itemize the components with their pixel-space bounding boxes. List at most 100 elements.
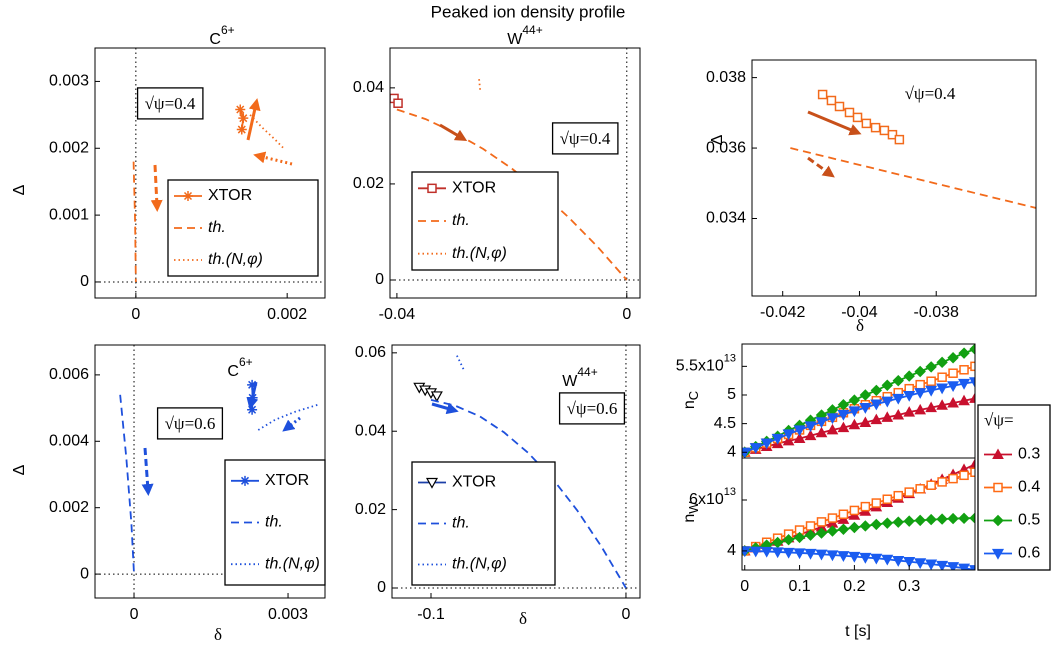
marker <box>958 512 970 525</box>
marker <box>936 399 948 410</box>
marker <box>879 125 890 136</box>
series-line <box>257 403 319 431</box>
y-tick-label: 0.034 <box>706 210 746 227</box>
label-base: n <box>681 514 698 523</box>
x-tick-label: -0.042 <box>760 304 805 321</box>
plot-frame <box>389 47 641 299</box>
y-tick-label: 0.001 <box>49 206 89 223</box>
marker <box>782 429 795 441</box>
legend: XTOR th. th.(N,φ) <box>411 171 559 271</box>
marker <box>937 477 947 487</box>
y-tick-label: 0.04 <box>353 79 384 96</box>
series-line <box>744 397 975 454</box>
x-tick-label: 0.2 <box>843 578 865 595</box>
marker <box>914 365 926 378</box>
annotation: √ψ=0.6 <box>567 399 618 418</box>
label-base: Δ <box>11 464 28 475</box>
marker <box>948 473 958 484</box>
marker <box>837 409 850 421</box>
panel-title: W44+ <box>507 23 542 48</box>
series-line <box>119 394 135 575</box>
marker <box>870 399 883 411</box>
marker <box>892 374 904 387</box>
x-axis-label: δ <box>856 316 864 335</box>
marker <box>826 423 839 435</box>
marker <box>959 365 969 375</box>
marker <box>947 562 960 570</box>
label-sub: C <box>686 391 701 400</box>
annotation-box <box>558 392 626 425</box>
marker <box>881 517 893 529</box>
x-tick-label: 0 <box>622 306 631 323</box>
y-axis-label: nC <box>681 391 701 409</box>
plot-frame <box>391 344 641 599</box>
marker <box>183 191 193 201</box>
marker <box>969 344 975 355</box>
marker <box>837 523 850 535</box>
x-tick-label: 0.1 <box>788 578 810 595</box>
marker <box>892 409 905 420</box>
marker <box>968 377 975 389</box>
y-axis-label: nW <box>681 501 701 523</box>
y-tick-label: 5 <box>727 386 736 403</box>
annotation-box <box>136 87 204 120</box>
marker <box>826 550 839 562</box>
marker <box>240 475 250 486</box>
marker <box>958 563 971 570</box>
marker <box>958 347 970 359</box>
marker <box>992 514 1004 527</box>
marker <box>849 505 860 516</box>
arrows <box>141 98 862 496</box>
marker <box>881 396 894 408</box>
y-tick-label: 0.036 <box>706 139 746 156</box>
arrow <box>246 381 259 410</box>
series-line <box>396 108 628 281</box>
y-tick-label: 4 <box>727 542 736 559</box>
marker <box>782 534 795 546</box>
marker <box>947 352 959 364</box>
marker <box>749 443 762 454</box>
annotation: √ψ=0.4 <box>560 129 611 148</box>
marker <box>837 399 850 411</box>
legend-label: XTOR <box>208 187 252 204</box>
marker <box>804 529 817 541</box>
y-axis-label: Δ <box>11 184 28 195</box>
marker <box>826 525 839 537</box>
marker <box>915 484 925 494</box>
marker <box>881 411 894 422</box>
y-tick-label: 0 <box>80 273 89 290</box>
marker <box>881 379 893 391</box>
marker <box>247 379 258 390</box>
marker <box>848 406 861 418</box>
marker <box>235 104 246 115</box>
arrow <box>141 447 154 496</box>
marker <box>904 487 914 497</box>
title-base: C <box>227 363 239 380</box>
marker <box>968 565 975 570</box>
tick-exponent: 13 <box>724 486 736 498</box>
marker <box>760 546 773 558</box>
marker <box>805 521 816 531</box>
marker <box>947 396 959 408</box>
marker <box>815 426 828 438</box>
marker <box>903 515 915 527</box>
marker <box>882 494 893 504</box>
marker <box>860 501 871 512</box>
series-line <box>744 471 975 552</box>
legend-label: XTOR <box>452 180 496 197</box>
marker <box>959 470 969 481</box>
y-tick-label: 0.002 <box>49 499 89 516</box>
y-tick-label: 0.038 <box>706 69 746 86</box>
marker <box>859 520 872 532</box>
marker <box>804 421 817 433</box>
marker <box>925 385 938 397</box>
y-tick-label: 0 <box>375 271 384 288</box>
marker <box>870 413 883 425</box>
arrow <box>253 151 293 166</box>
annotation: √ψ=0.6 <box>165 414 216 433</box>
plot-area <box>790 89 1036 209</box>
marker <box>848 551 861 563</box>
arrow <box>246 98 261 141</box>
series-line <box>456 355 465 371</box>
